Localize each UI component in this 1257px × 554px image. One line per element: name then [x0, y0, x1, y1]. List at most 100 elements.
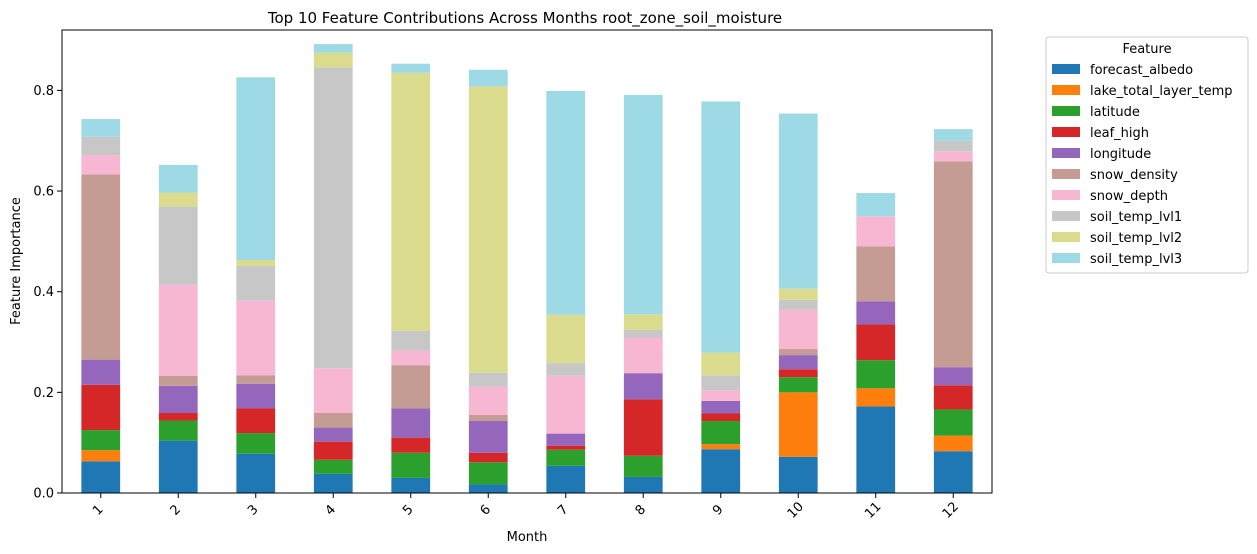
bar-segment-month-11-snow_depth — [856, 216, 896, 247]
y-axis-label: Feature Importance — [9, 197, 24, 325]
x-tick-label: 4 — [323, 502, 339, 518]
bar-segment-month-1-leaf_high — [81, 384, 121, 431]
bar-segment-month-6-soil_temp_lvl3 — [468, 69, 508, 87]
bar-segment-month-10-forecast_albedo — [778, 456, 818, 493]
bar-segment-month-8-soil_temp_lvl1 — [623, 329, 663, 338]
bar-segment-month-4-soil_temp_lvl1 — [313, 67, 353, 369]
bar-segment-month-5-snow_depth — [391, 350, 431, 366]
x-tick-label: 1 — [90, 502, 106, 518]
legend-label-snow_density: snow_density — [1090, 168, 1178, 183]
bar-segment-month-6-soil_temp_lvl2 — [468, 86, 508, 373]
bar-segment-month-5-soil_temp_lvl3 — [391, 63, 431, 73]
bar-segment-month-9-soil_temp_lvl3 — [701, 101, 741, 353]
bar-segment-month-10-latitude — [778, 377, 818, 393]
bar-segment-month-2-snow_depth — [158, 284, 198, 376]
legend-items: forecast_albedo lake_total_layer_templati… — [1052, 63, 1233, 267]
bar-segment-month-4-snow_depth — [313, 368, 353, 413]
bar-segment-month-7-soil_temp_lvl2 — [546, 314, 586, 364]
legend-title: Feature — [1122, 42, 1171, 57]
bar-segment-month-7-latitude — [546, 449, 586, 466]
bar-segment-month-3-soil_temp_lvl2 — [236, 259, 276, 267]
bar-segment-month-11-lake_total_layer_temp — [856, 388, 896, 407]
bar-segment-month-3-latitude — [236, 433, 276, 454]
x-tick-label: 9 — [710, 502, 726, 518]
y-tick-label: 0.8 — [33, 84, 54, 99]
bar-segment-month-12-latitude — [933, 409, 973, 436]
legend-swatch-longitude — [1052, 148, 1080, 158]
bar-segment-month-2-snow_density — [158, 375, 198, 386]
bar-segment-month-8-longitude — [623, 373, 663, 400]
bar-segment-month-12-snow_density — [933, 161, 973, 368]
x-axis-label: Month — [507, 530, 548, 545]
bar-segment-month-12-lake_total_layer_temp — [933, 435, 973, 452]
bar-segment-month-9-latitude — [701, 421, 741, 445]
bar-segment-month-10-snow_depth — [778, 309, 818, 350]
y-tick-label: 0.4 — [33, 285, 54, 300]
legend-swatch-soil_temp_lvl1 — [1052, 211, 1080, 221]
legend-swatch-forecast_albedo — [1052, 64, 1080, 74]
bar-segment-month-9-soil_temp_lvl1 — [701, 375, 741, 391]
bar-segment-month-5-latitude — [391, 452, 431, 478]
bar-segment-month-2-soil_temp_lvl2 — [158, 192, 198, 207]
bar-segment-month-1-lake_total_layer_temp — [81, 450, 121, 462]
bar-segment-month-3-longitude — [236, 383, 276, 409]
bar-segment-month-5-soil_temp_lvl2 — [391, 72, 431, 331]
bar-segment-month-7-leaf_high — [546, 445, 586, 450]
legend-swatch-soil_temp_lvl2 — [1052, 232, 1080, 242]
bar-segment-month-2-leaf_high — [158, 412, 198, 421]
bar-segment-month-8-soil_temp_lvl2 — [623, 314, 663, 330]
bar-segment-month-2-longitude — [158, 385, 198, 413]
bar-segment-month-6-leaf_high — [468, 452, 508, 463]
bar-segment-month-3-soil_temp_lvl1 — [236, 266, 276, 301]
legend-swatch-snow_density — [1052, 169, 1080, 179]
bar-segment-month-11-latitude — [856, 360, 896, 389]
legend-label-snow_depth: snow_depth — [1090, 189, 1168, 204]
bar-segment-month-5-snow_density — [391, 365, 431, 409]
bar-segment-month-10-snow_density — [778, 349, 818, 356]
bar-segment-month-1-snow_density — [81, 174, 121, 360]
x-tick-label: 8 — [633, 502, 649, 518]
y-axis: 0.0 0.2 0.4 0.6 0.8 — [33, 84, 62, 502]
bar-segment-month-12-forecast_albedo — [933, 451, 973, 493]
bar-segment-month-10-soil_temp_lvl3 — [778, 113, 818, 289]
bar-segment-month-1-soil_temp_lvl1 — [81, 136, 121, 156]
bar-segment-month-5-forecast_albedo — [391, 477, 431, 493]
bar-segment-month-8-latitude — [623, 455, 663, 477]
bar-segment-month-8-forecast_albedo — [623, 476, 663, 493]
bar-segment-month-4-forecast_albedo — [313, 473, 353, 493]
bar-segment-month-10-soil_temp_lvl1 — [778, 299, 818, 310]
bar-segment-month-11-leaf_high — [856, 324, 896, 361]
bar-segment-month-6-longitude — [468, 421, 508, 453]
legend-label-forecast_albedo: forecast_albedo — [1090, 63, 1193, 78]
bar-segment-month-1-longitude — [81, 359, 121, 385]
bar-segment-month-4-soil_temp_lvl3 — [313, 44, 353, 53]
bar-segment-month-9-lake_total_layer_temp — [701, 444, 741, 450]
bar-segment-month-7-soil_temp_lvl3 — [546, 90, 586, 315]
x-tick-label: 11 — [862, 499, 884, 521]
bar-segment-month-12-soil_temp_lvl3 — [933, 129, 973, 141]
bar-segment-month-5-soil_temp_lvl1 — [391, 330, 431, 351]
bar-segment-month-1-soil_temp_lvl3 — [81, 119, 121, 137]
bar-segment-month-8-snow_depth — [623, 337, 663, 374]
bar-segment-month-9-leaf_high — [701, 413, 741, 422]
chart-title: Top 10 Feature Contributions Across Mont… — [267, 9, 782, 28]
bar-segment-month-9-longitude — [701, 400, 741, 414]
bar-segment-month-2-soil_temp_lvl3 — [158, 164, 198, 193]
legend-swatch-snow_depth — [1052, 190, 1080, 200]
bar-segment-month-4-leaf_high — [313, 441, 353, 460]
legend-label-soil_temp_lvl1: soil_temp_lvl1 — [1090, 210, 1182, 225]
x-axis: 1 2 3 4 5 6 7 8 9 10 11 12 — [90, 493, 962, 522]
legend-label-soil_temp_lvl3: soil_temp_lvl3 — [1090, 252, 1182, 267]
bar-segment-month-3-snow_depth — [236, 300, 276, 376]
bar-segment-month-6-snow_depth — [468, 386, 508, 415]
bar-segment-month-11-longitude — [856, 301, 896, 325]
bar-segment-month-12-longitude — [933, 367, 973, 386]
x-tick-label: 7 — [555, 502, 571, 518]
bar-segment-month-11-forecast_albedo — [856, 406, 896, 493]
legend-swatch-latitude — [1052, 106, 1080, 116]
y-tick-label: 0.2 — [33, 386, 54, 401]
plot-area-frame — [61, 29, 993, 494]
bar-segment-month-9-snow_depth — [701, 390, 741, 401]
bar-segment-month-5-leaf_high — [391, 437, 431, 453]
x-tick-label: 3 — [245, 502, 261, 518]
